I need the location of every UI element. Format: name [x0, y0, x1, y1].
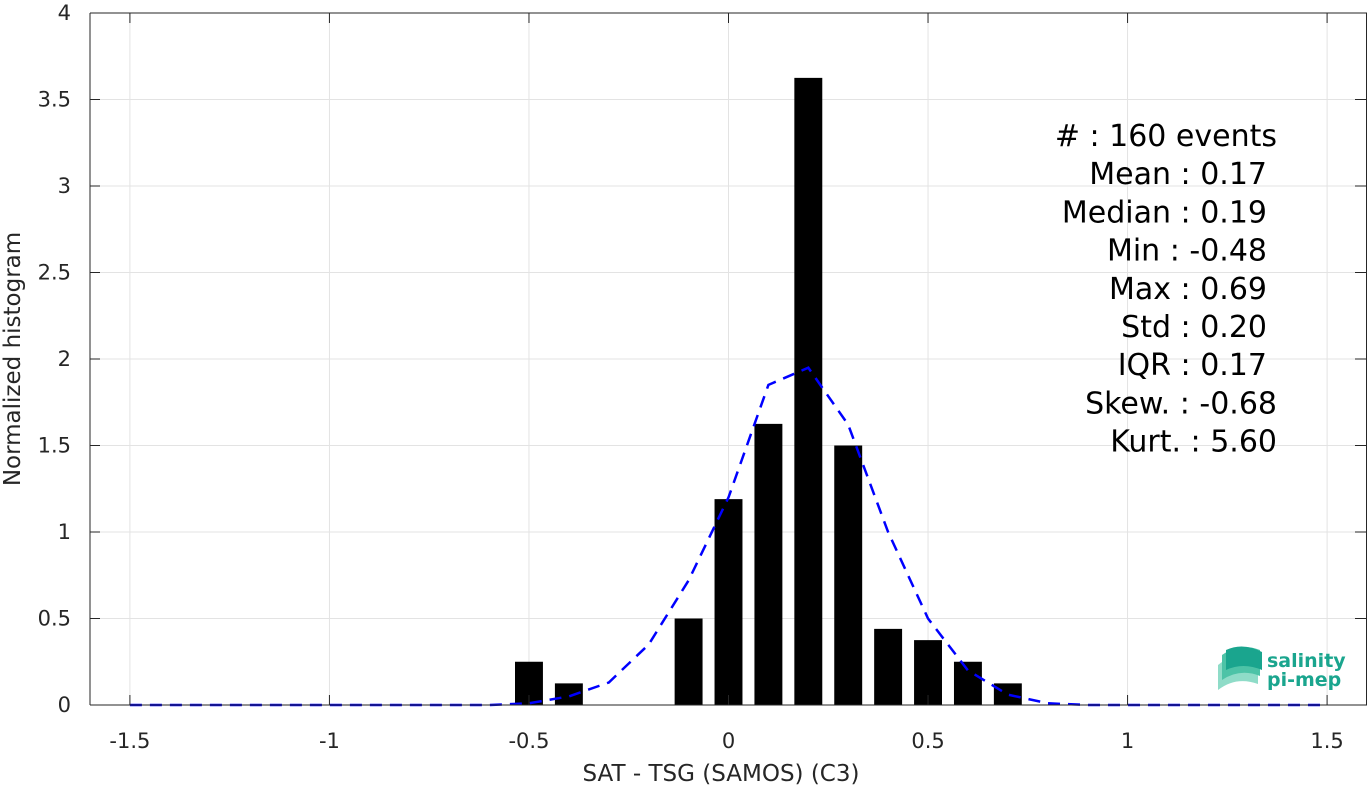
histogram-bars — [515, 77, 1022, 705]
x-tick-label: 1 — [1121, 729, 1134, 753]
y-axis-label: Normalized histogram — [0, 232, 26, 486]
stat-line: Mean : 0.17 — [1089, 157, 1267, 192]
stat-line: Min : -0.48 — [1107, 234, 1267, 269]
histogram-bar — [914, 640, 942, 705]
x-tick-label: -1.5 — [109, 729, 150, 753]
x-tick-label: -1 — [319, 729, 340, 753]
y-tick-label: 0.5 — [38, 607, 71, 631]
logo-text-pi-mep: pi-mep — [1267, 669, 1341, 691]
stat-line: IQR : 0.17 — [1118, 348, 1267, 383]
histogram-bar — [674, 618, 703, 705]
logo-mark-icon — [1218, 646, 1262, 690]
stat-line: Kurt. : 5.60 — [1110, 425, 1277, 460]
salinity-pi-mep-logo: salinity pi-mep — [1218, 646, 1346, 691]
y-tick-label: 1 — [58, 520, 71, 544]
x-tick-label: 0 — [722, 729, 735, 753]
fit-curve-line — [129, 366, 1328, 707]
histogram-bar — [554, 683, 583, 705]
stat-line: Std : 0.20 — [1121, 310, 1267, 345]
x-tick-label: -0.5 — [508, 729, 549, 753]
y-tick-label: 3 — [58, 174, 71, 198]
x-axis-label: SAT - TSG (SAMOS) (C3) — [583, 761, 860, 785]
stat-line: Median : 0.19 — [1062, 195, 1267, 230]
y-tick-label: 3.5 — [38, 88, 71, 112]
histogram-bar — [714, 499, 743, 705]
histogram-bar — [953, 661, 982, 705]
stat-line: # : 160 events — [1055, 119, 1277, 154]
tick-labels: -1.5 -1 -0.5 0 0.5 1 1.5 0 0.5 1 1.5 2 2.5 3 3.5 4 — [38, 1, 1344, 753]
y-tick-label: 0 — [58, 693, 71, 717]
y-tick-label: 2.5 — [38, 261, 71, 285]
logo-text-salinity: salinity — [1267, 650, 1346, 672]
y-tick-label: 1.5 — [38, 434, 71, 458]
x-tick-label: 1.5 — [1310, 729, 1343, 753]
histogram-bar — [754, 423, 783, 705]
histogram-bar — [794, 77, 823, 705]
y-tick-label: 2 — [58, 347, 71, 371]
x-tick-label: 0.5 — [911, 729, 944, 753]
stat-line: Skew. : -0.68 — [1085, 386, 1277, 421]
grid-lines — [90, 12, 1367, 706]
histogram-bar — [993, 683, 1022, 705]
histogram-bar — [874, 628, 903, 705]
stat-line: Max : 0.69 — [1109, 272, 1267, 307]
histogram-bar — [834, 445, 863, 705]
y-tick-label: 4 — [58, 1, 71, 25]
